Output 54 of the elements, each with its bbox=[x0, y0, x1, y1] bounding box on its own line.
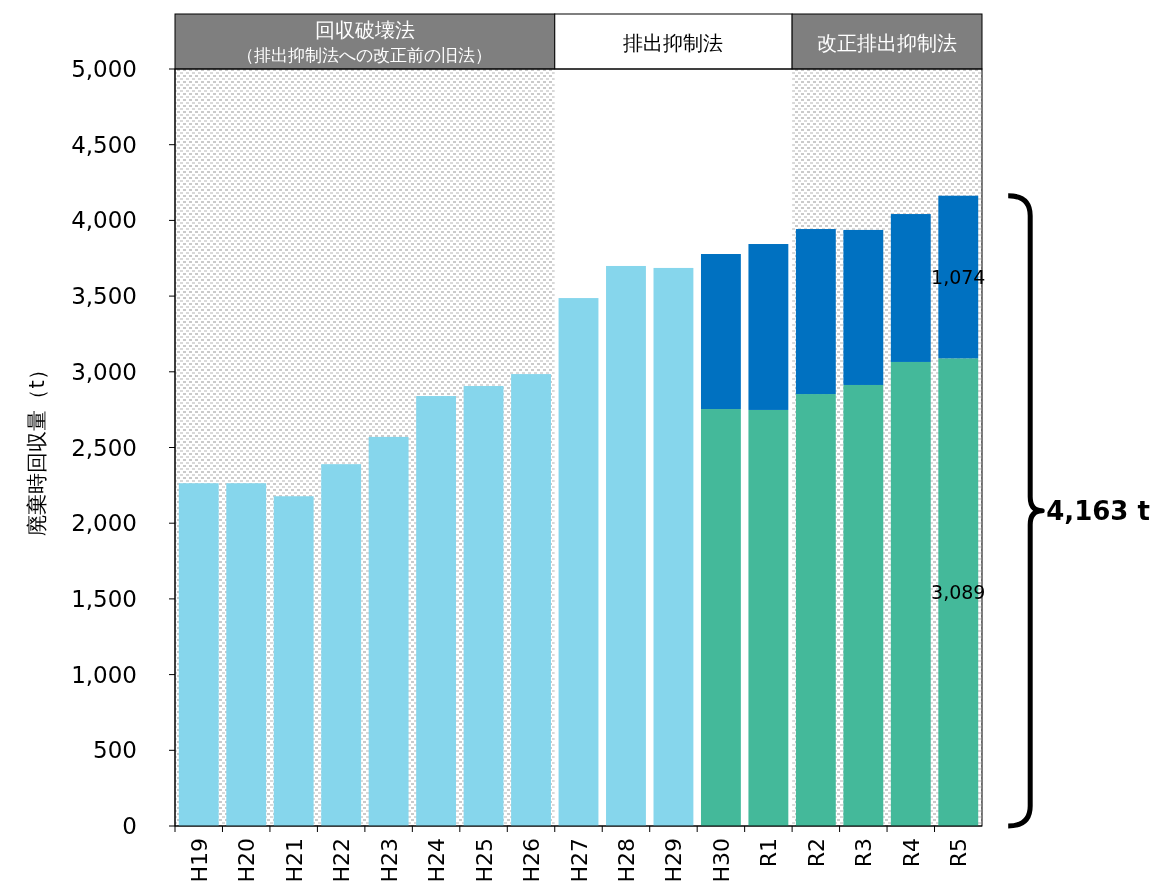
bar bbox=[463, 386, 504, 826]
x-tick-label: H21 bbox=[281, 838, 307, 883]
bar bbox=[226, 483, 267, 826]
text: 4,163 t bbox=[1046, 495, 1150, 526]
bar bbox=[653, 267, 694, 826]
y-axis-title: 廃棄時回収量（t） bbox=[25, 359, 49, 536]
bar bbox=[368, 436, 409, 826]
x-tick-label: H30 bbox=[708, 838, 734, 883]
bar bbox=[748, 244, 789, 410]
bar bbox=[890, 361, 931, 826]
y-tick-label: 5,000 bbox=[71, 56, 137, 82]
x-tick-label: H24 bbox=[424, 838, 450, 883]
bar bbox=[890, 214, 931, 362]
bar bbox=[700, 254, 741, 410]
x-tick-label: H22 bbox=[329, 838, 355, 883]
y-tick-label: 1,500 bbox=[71, 585, 137, 612]
y-tick-label: 2,500 bbox=[71, 434, 137, 461]
bar bbox=[795, 394, 836, 826]
bar bbox=[558, 298, 599, 826]
x-tick-label: R5 bbox=[946, 838, 972, 868]
x-tick-label: H19 bbox=[186, 838, 212, 883]
x-tick-label: R3 bbox=[851, 838, 877, 868]
x-tick-label: R2 bbox=[803, 838, 829, 868]
x-tick-label: H20 bbox=[234, 838, 260, 883]
y-tick-label: 2,000 bbox=[71, 510, 137, 537]
x-tick-label: H25 bbox=[471, 838, 497, 883]
y-tick-label: 1,000 bbox=[71, 661, 137, 688]
bar bbox=[416, 396, 457, 826]
bar bbox=[273, 496, 314, 826]
y-tick-label: 4,500 bbox=[71, 131, 137, 158]
bar bbox=[843, 229, 884, 385]
x-tick-label: H27 bbox=[566, 838, 592, 883]
y-tick-label: 500 bbox=[93, 737, 137, 764]
y-tick-label: 3,000 bbox=[71, 358, 137, 385]
x-tick-label: R4 bbox=[898, 838, 924, 868]
x-tick-label: H29 bbox=[661, 838, 687, 883]
band-label: 回収破壊法（排出抑制法への改正前の旧法） bbox=[237, 18, 493, 65]
bar bbox=[795, 229, 836, 395]
y-tick-label: 0 bbox=[122, 813, 137, 839]
y-tick-label: 3,500 bbox=[71, 283, 137, 310]
x-tick-label: H28 bbox=[613, 838, 639, 883]
bar bbox=[511, 374, 551, 826]
bar bbox=[748, 409, 789, 826]
bar bbox=[843, 384, 884, 826]
bar bbox=[700, 409, 741, 826]
bar bbox=[606, 265, 646, 826]
y-tick-label: 4,000 bbox=[71, 207, 137, 234]
band-label: 排出抑制法 bbox=[623, 31, 724, 55]
x-tick-label: H23 bbox=[376, 838, 402, 883]
x-tick-label: H26 bbox=[519, 838, 545, 883]
bar bbox=[321, 464, 362, 826]
band-label: 改正排出抑制法 bbox=[817, 31, 958, 55]
bar bbox=[178, 483, 219, 826]
x-tick-label: R1 bbox=[756, 838, 782, 868]
